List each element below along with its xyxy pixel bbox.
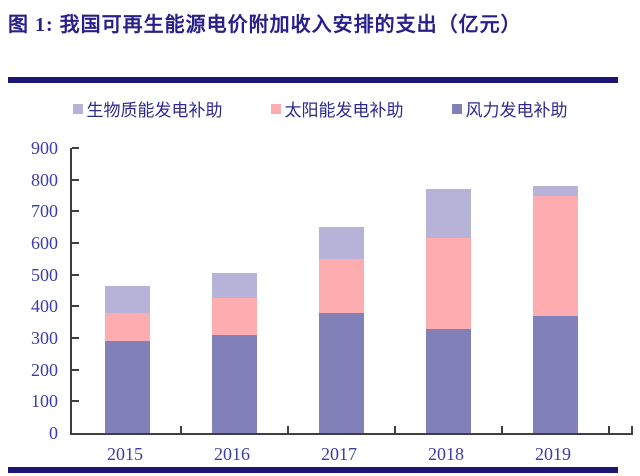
x-axis-tick-label: 2017 bbox=[321, 444, 357, 464]
bar-segment-solar-2015 bbox=[104, 312, 150, 342]
legend-label: 太阳能发电补助 bbox=[284, 101, 404, 120]
x-axis-end-tick bbox=[631, 426, 633, 433]
bar-segment-wind-2018 bbox=[425, 328, 471, 433]
bar-segment-biomass-2015 bbox=[104, 285, 150, 313]
y-axis-tick-label: 900 bbox=[31, 138, 58, 158]
y-axis-tick bbox=[72, 210, 79, 213]
y-axis-tick-label: 0 bbox=[49, 423, 58, 443]
y-axis-tick bbox=[72, 178, 79, 181]
legend-swatch-wind bbox=[451, 103, 462, 114]
bar-segment-solar-2019 bbox=[532, 195, 578, 316]
x-axis-tick bbox=[286, 426, 289, 433]
plot-area bbox=[70, 147, 633, 435]
y-axis-tick-label: 300 bbox=[31, 328, 58, 348]
bottom-divider bbox=[8, 467, 618, 473]
bar-segment-wind-2017 bbox=[318, 312, 364, 433]
bar-segment-biomass-2018 bbox=[425, 189, 471, 239]
chart-legend: 生物质能发电补助 太阳能发电补助 风力发电补助 bbox=[0, 96, 640, 121]
x-axis-tick-label: 2015 bbox=[107, 444, 143, 464]
y-axis-tick bbox=[72, 337, 79, 339]
legend-label: 风力发电补助 bbox=[465, 101, 568, 120]
bar-2016 bbox=[211, 273, 257, 433]
bar-segment-wind-2015 bbox=[104, 341, 150, 433]
x-axis-tick bbox=[179, 426, 182, 433]
bar-segment-biomass-2016 bbox=[211, 273, 257, 299]
y-axis-tick bbox=[72, 147, 79, 149]
bar-segment-solar-2017 bbox=[318, 258, 364, 313]
bar-2018 bbox=[425, 189, 471, 433]
bar-2017 bbox=[318, 227, 364, 433]
y-axis-tick bbox=[72, 368, 79, 371]
y-axis-tick bbox=[72, 273, 79, 276]
legend-swatch-biomass bbox=[72, 103, 83, 114]
legend-item-biomass: 生物质能发电补助 bbox=[72, 96, 223, 121]
bar-segment-solar-2018 bbox=[425, 238, 471, 329]
x-axis-tick-label: 2019 bbox=[535, 444, 571, 464]
y-axis-tick-label: 200 bbox=[31, 359, 58, 380]
legend-item-wind: 风力发电补助 bbox=[451, 96, 568, 121]
legend-label: 生物质能发电补助 bbox=[86, 101, 223, 120]
y-axis-tick-label: 100 bbox=[31, 391, 58, 412]
y-axis-tick-label: 700 bbox=[31, 201, 58, 222]
bar-segment-solar-2016 bbox=[211, 298, 257, 335]
x-axis-tick-label: 2016 bbox=[214, 444, 250, 464]
x-axis-tick-label: 2018 bbox=[428, 444, 464, 464]
bar-segment-biomass-2019 bbox=[532, 186, 578, 196]
bar-2019 bbox=[532, 186, 578, 433]
top-divider bbox=[8, 77, 618, 83]
x-axis-tick bbox=[500, 426, 503, 433]
bar-segment-wind-2019 bbox=[532, 315, 578, 433]
y-axis-tick-label: 800 bbox=[31, 169, 58, 190]
figure-title: 图 1: 我国可再生能源电价附加收入安排的支出（亿元） bbox=[8, 14, 522, 36]
y-axis-tick-label: 600 bbox=[31, 233, 58, 253]
bar-segment-biomass-2017 bbox=[318, 227, 364, 259]
y-axis-tick bbox=[72, 242, 79, 244]
legend-swatch-solar bbox=[270, 103, 281, 114]
x-axis-tick bbox=[607, 426, 610, 433]
bar-segment-wind-2016 bbox=[211, 334, 257, 433]
legend-item-solar: 太阳能发电补助 bbox=[270, 96, 404, 121]
x-axis-tick bbox=[393, 426, 396, 433]
bar-2015 bbox=[104, 285, 150, 433]
y-axis-tick bbox=[72, 400, 79, 403]
y-axis-tick bbox=[72, 305, 79, 308]
y-axis-tick-label: 500 bbox=[31, 264, 58, 285]
y-axis-tick-label: 400 bbox=[31, 296, 58, 317]
